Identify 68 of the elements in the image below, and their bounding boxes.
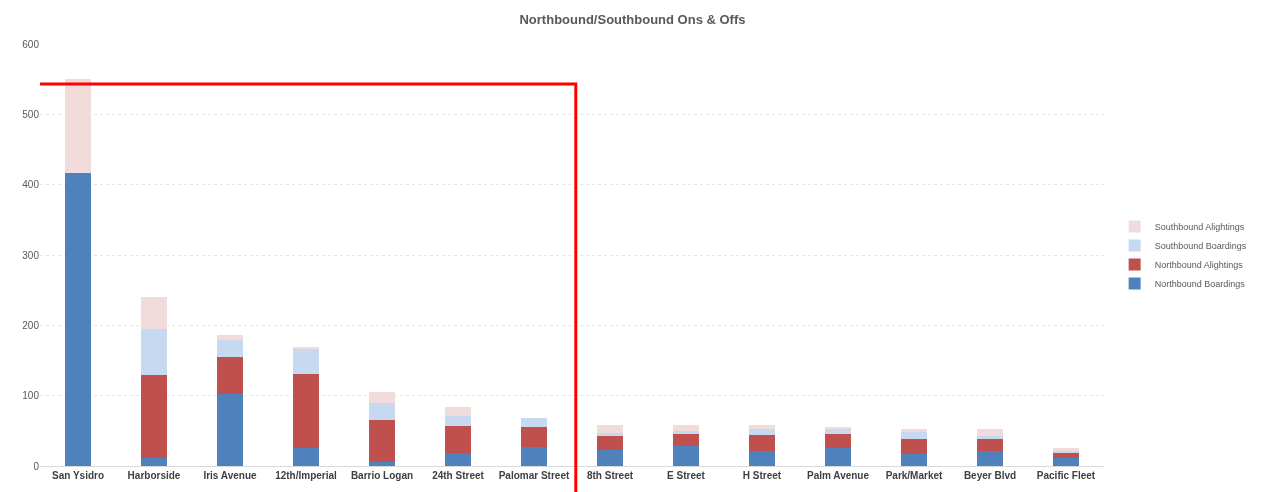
bar	[824, 448, 852, 466]
y-tick-label: 300	[22, 249, 40, 261]
bar	[900, 454, 928, 466]
legend-label: Southbound Alightings	[1154, 222, 1245, 233]
x-tick-label: San Ysidro	[51, 470, 105, 481]
bar	[976, 450, 1004, 466]
bar	[748, 435, 776, 451]
bar	[216, 356, 244, 394]
x-tick-label: 8th Street	[586, 470, 634, 481]
bar	[1052, 452, 1080, 458]
y-tick-label: 400	[22, 179, 40, 191]
bar	[216, 335, 244, 341]
bar	[596, 436, 624, 450]
x-tick-label: Barrio Logan	[350, 470, 414, 481]
bar	[748, 429, 776, 436]
bar	[368, 420, 396, 463]
bar	[292, 348, 320, 374]
bar	[596, 449, 624, 466]
bar	[824, 429, 852, 435]
bar	[672, 446, 700, 466]
y-tick-label: 100	[22, 390, 40, 402]
legend-label: Northbound Alightings	[1154, 260, 1244, 271]
bar	[140, 328, 168, 375]
legend-label: Northbound Boardings	[1154, 279, 1246, 290]
bar	[520, 426, 548, 448]
bar	[900, 438, 928, 455]
bar	[748, 450, 776, 466]
x-tick-label: Beyer Blvd	[963, 470, 1017, 481]
bar	[140, 458, 168, 466]
x-tick-label: Iris Avenue	[203, 470, 258, 481]
bar	[140, 374, 168, 459]
y-tick-label: 200	[22, 319, 40, 331]
bar	[520, 418, 548, 427]
bar	[444, 452, 472, 466]
bar	[368, 462, 396, 466]
x-tick-label: Park/Market	[885, 470, 944, 481]
bar	[596, 424, 624, 433]
bar	[672, 434, 700, 447]
bar	[216, 393, 244, 466]
x-tick-label: H Street	[742, 470, 782, 481]
bar	[1052, 457, 1080, 466]
bar	[216, 340, 244, 357]
y-tick-label: 500	[22, 108, 40, 120]
bar	[824, 434, 852, 449]
x-tick-label: 24th Street	[432, 470, 485, 481]
bar	[444, 406, 472, 417]
bar	[976, 439, 1004, 451]
y-tick-label: 0	[33, 460, 40, 472]
bar	[368, 403, 396, 421]
x-tick-label: Palomar Street	[498, 470, 570, 481]
bar	[64, 173, 92, 466]
y-tick-label: 600	[22, 38, 40, 50]
bar	[976, 436, 1004, 440]
bar	[520, 447, 548, 466]
bar	[444, 416, 472, 426]
chart-title: Northbound/Southbound Ons & Offs	[519, 11, 746, 27]
x-tick-label: Palm Avenue	[806, 470, 870, 481]
x-tick-label: Pacific Fleet	[1036, 470, 1096, 481]
legend-label: Southbound Boardings	[1154, 241, 1247, 252]
x-tick-label: E Street	[667, 470, 706, 481]
bar	[292, 448, 320, 466]
bar	[900, 431, 928, 439]
bar	[292, 373, 320, 449]
bar	[444, 425, 472, 453]
bar	[900, 428, 928, 432]
x-tick-label: 12th/Imperial	[275, 470, 338, 481]
x-tick-label: Harborside	[127, 470, 181, 481]
bar	[672, 425, 700, 431]
